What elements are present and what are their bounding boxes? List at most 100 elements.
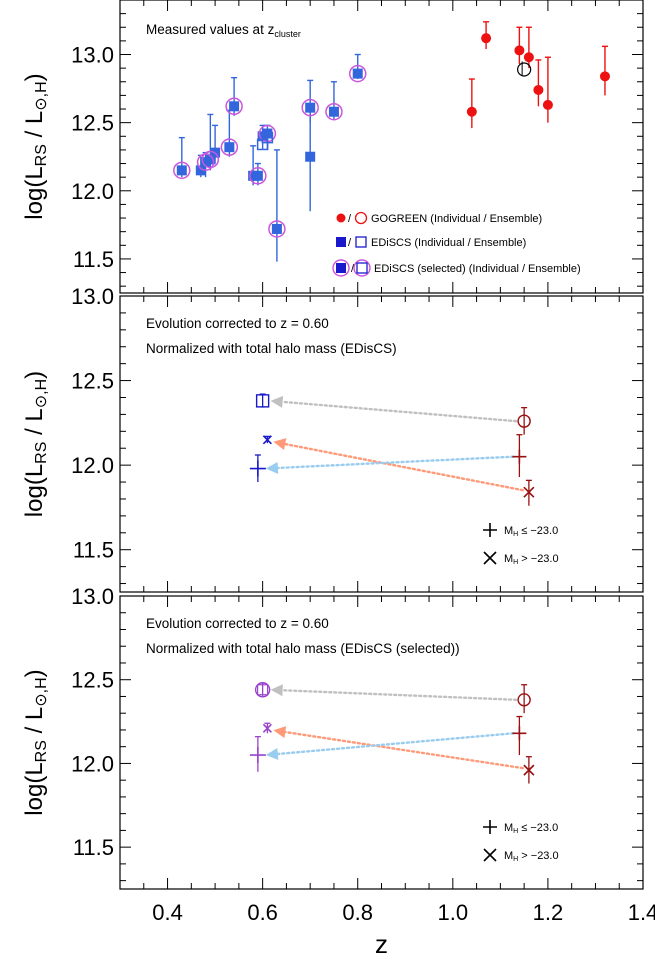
x-axis-label: z <box>375 929 388 959</box>
y-tick-label: 12.5 <box>71 111 114 136</box>
gogreen-point <box>466 106 477 117</box>
legend-separator: / <box>348 213 352 225</box>
panel-annotation: Measured values at zcluster <box>146 22 301 39</box>
arrow-bright-head <box>265 461 279 474</box>
ediscs-point <box>252 170 263 181</box>
legend-label-faint: MH > −23.0 <box>504 850 559 863</box>
y-tick-label: 12.5 <box>71 668 114 693</box>
ediscs-point <box>229 101 240 112</box>
y-tick-label: 13.0 <box>71 284 114 309</box>
selected-ring <box>301 98 319 117</box>
gogreen-point <box>514 45 525 56</box>
arrow-bright-shaft <box>276 455 515 470</box>
y-tick-label: 12.0 <box>71 453 114 478</box>
y-axis-label: log(LRS / L⊙,H) <box>21 371 50 517</box>
panel-middle: 11.5 12.0 12.5 13.0 log(LRS / L⊙,H) Evolution… <box>21 284 644 593</box>
y-tick-label: 11.5 <box>73 538 114 563</box>
gogreen-ensemble-point <box>517 414 531 428</box>
x-tick-label: 0.8 <box>342 900 373 925</box>
y-tick-label: 13.0 <box>71 584 114 609</box>
x-tick-label: 0.6 <box>247 900 278 925</box>
ediscs-point <box>205 154 216 165</box>
panel-top: 11.5 12.0 12.5 13.0 log(LRS / L⊙,H) Measured … <box>21 0 644 294</box>
selected-ring <box>325 102 343 121</box>
ediscs-point <box>271 223 282 234</box>
gogreen-ensemble-point <box>517 62 532 77</box>
ediscs-ensemble-point <box>254 682 271 698</box>
arrow-faint-head <box>273 726 287 739</box>
y-tick-label: 13.0 <box>71 43 114 68</box>
legend-separator: / <box>351 263 355 275</box>
gogreen-point <box>542 99 553 110</box>
ediscs-point <box>328 106 339 117</box>
plot-frame <box>119 0 644 294</box>
ediscs-point <box>352 68 363 79</box>
arrow-ensemble-head <box>270 395 284 408</box>
gogreen-ensemble-point <box>517 693 531 707</box>
ediscs-faint-point <box>262 435 272 445</box>
panel-bottom: 11.5 12.0 12.5 13.0 log(LRS / L⊙,H) Evolution… <box>21 584 644 890</box>
arrow-faint-head <box>273 438 287 450</box>
gogreen-faint-point <box>523 486 535 498</box>
selected-ring <box>196 153 215 171</box>
legend-selected-open <box>356 262 368 274</box>
ediscs-ensemble-inner <box>257 684 269 696</box>
selected-ring <box>220 138 239 156</box>
ediscs-bright-point <box>249 460 266 477</box>
selected-ring <box>173 161 191 180</box>
legend-label-bright: MH ≤ −23.0 <box>504 822 558 835</box>
ediscs-point <box>224 142 235 153</box>
y-axis-label: log(LRS / L⊙,H) <box>21 73 50 219</box>
ediscs-point <box>176 165 187 176</box>
gogreen-point <box>481 33 492 44</box>
arrow-ensemble-head <box>270 684 283 697</box>
ediscs-point <box>262 128 273 139</box>
ediscs-ensemble-point <box>255 394 270 408</box>
arrow-ensemble-shaft <box>281 400 518 423</box>
legend-selected-ring <box>332 259 350 277</box>
x-tick-label: 1.4 <box>628 900 655 925</box>
x-axis: 0.4 0.6 0.8 1.0 1.2 1.4 z <box>152 900 655 959</box>
arrow-bright-shaft <box>276 732 515 756</box>
x-tick-label: 1.2 <box>533 900 564 925</box>
legend-cross-icon <box>483 551 497 565</box>
legend-gogreen-open <box>354 211 368 225</box>
selected-ring <box>225 97 243 116</box>
selected-ring <box>201 150 220 169</box>
y-tick-label: 11.5 <box>73 247 114 272</box>
panel-annotation-line-1: Evolution corrected to z = 0.60 <box>146 316 329 331</box>
ediscs-point <box>305 102 316 113</box>
gogreen-point <box>533 84 544 95</box>
y-axis-label: log(LRS / L⊙,H) <box>21 669 50 815</box>
selected-ring <box>249 167 267 185</box>
legend-label-selected: EDiSCS (selected) (Individual / Ensemble… <box>374 263 581 275</box>
ediscs-bright-point <box>249 747 266 764</box>
arrow-bright-head <box>265 748 279 760</box>
legend-label-faint: MH > −23.0 <box>504 553 559 566</box>
gogreen-point <box>599 71 610 82</box>
gogreen-bright-point <box>512 449 527 464</box>
x-tick-label: 1.0 <box>438 900 469 925</box>
gogreen-bright-point <box>512 726 527 741</box>
panel-annotation-line-1: Evolution corrected to z = 0.60 <box>146 616 329 631</box>
legend-gogreen-filled <box>336 213 346 223</box>
ediscs-ensemble-point <box>256 138 269 151</box>
gogreen-faint-point <box>523 764 535 776</box>
y-tick-label: 11.5 <box>73 835 114 860</box>
ediscs-point <box>305 151 316 162</box>
arrow-faint-shaft <box>284 730 525 770</box>
y-tick-label: 12.0 <box>71 751 114 776</box>
legend-cross-icon <box>483 848 497 862</box>
legend-selected-filled <box>336 263 346 273</box>
legend-plus-icon <box>483 523 497 537</box>
legend-label-ediscs: EDiSCS (Individual / Ensemble) <box>371 237 526 249</box>
arrow-faint-shaft <box>283 442 525 492</box>
panel-annotation-line-2: Normalized with total halo mass (EDisCS … <box>146 641 460 656</box>
arrow-ensemble-shaft <box>281 689 518 702</box>
panel-annotation-line-2: Normalized with total halo mass (EDisCS) <box>146 341 397 356</box>
legend-ediscs-filled <box>336 237 346 247</box>
legend-selected-ring-open <box>353 259 371 277</box>
legend-plus-icon <box>483 820 497 834</box>
legend-ediscs-open <box>355 236 367 248</box>
